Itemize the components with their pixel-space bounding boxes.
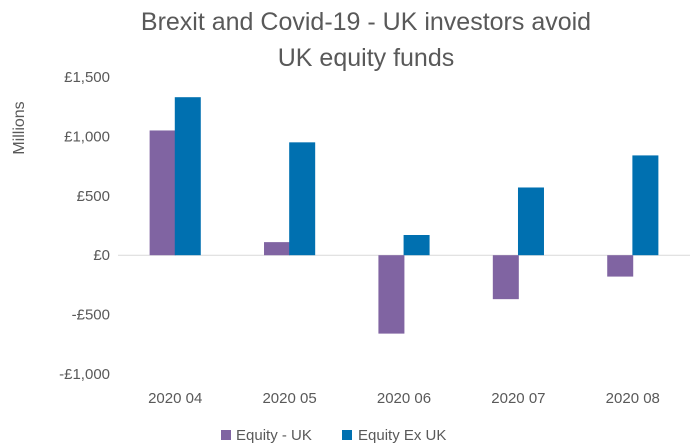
x-tick-label: 2020 06 — [377, 390, 431, 407]
y-tick-label: £1,000 — [64, 128, 110, 145]
bar-equity-uk — [607, 255, 634, 277]
chart-title-line-2: UK equity funds — [278, 44, 455, 72]
bar-equity-uk — [264, 242, 291, 256]
y-tick-label: -£500 — [72, 307, 110, 324]
bar-equity-ex-uk — [403, 235, 430, 256]
y-tick-label: -£1,000 — [59, 366, 110, 383]
y-tick-label: £500 — [77, 188, 110, 205]
x-tick-label: 2020 04 — [148, 390, 202, 407]
x-tick-label: 2020 07 — [491, 390, 545, 407]
bar-equity-ex-uk — [517, 187, 544, 256]
x-tick-labels: 2020 04 2020 05 2020 06 2020 07 2020 08 — [148, 390, 660, 407]
x-tick-label: 2020 05 — [262, 390, 316, 407]
bars — [149, 97, 659, 334]
y-tick-labels: £1,500 £1,000 £500 £0 -£500 -£1,000 — [59, 69, 110, 383]
legend-label: Equity Ex UK — [358, 427, 446, 444]
y-tick-label: £0 — [93, 247, 110, 264]
y-tick-label: £1,500 — [64, 69, 110, 86]
legend-swatch — [221, 430, 231, 440]
bar-equity-ex-uk — [289, 142, 316, 256]
legend-swatch — [342, 430, 352, 440]
bar-equity-uk — [492, 255, 519, 300]
bar-equity-uk — [378, 255, 405, 334]
x-tick-label: 2020 08 — [606, 390, 660, 407]
bar-equity-uk — [149, 130, 176, 256]
chart-title-line-1: Brexit and Covid-19 - UK investors avoid — [141, 8, 591, 36]
bar-equity-ex-uk — [174, 97, 201, 256]
y-axis-label: Millions — [11, 101, 28, 154]
legend: Equity - UK Equity Ex UK — [221, 427, 446, 444]
bar-equity-ex-uk — [632, 155, 659, 256]
legend-label: Equity - UK — [236, 427, 312, 444]
